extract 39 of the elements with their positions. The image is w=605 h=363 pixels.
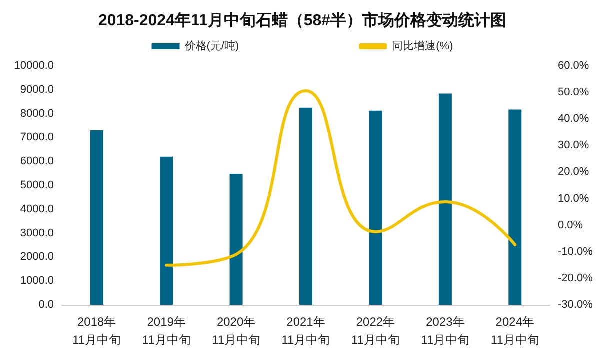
x-tick-label: 2023年 11月中旬	[421, 315, 470, 347]
y2-tick-label: 30.0%	[558, 140, 590, 152]
bar	[160, 156, 174, 305]
y-tick-label: 7000.0	[20, 132, 54, 144]
y2-tick-label: 10.0%	[558, 192, 590, 205]
bar	[508, 110, 522, 305]
bar	[230, 174, 243, 305]
y2-tick-label: -20.0%	[558, 272, 594, 284]
x-tick-label: 2019年 11月中旬	[142, 315, 191, 347]
y-tick-label: 0.0	[38, 299, 54, 311]
y-tick-label: 10000.0	[14, 60, 54, 72]
y-tick-label: 1000.0	[20, 275, 54, 288]
y-tick-label: 4000.0	[20, 203, 54, 216]
x-tick-label: 2018年 11月中旬	[72, 315, 122, 347]
x-tick-label: 2021年 11月中旬	[282, 315, 330, 347]
y-tick-label: 5000.0	[20, 180, 54, 192]
legend-label: 同比增速(%)	[392, 40, 454, 52]
bar	[369, 110, 382, 305]
y-tick-label: 3000.0	[20, 227, 54, 240]
y2-tick-label: 40.0%	[558, 113, 590, 126]
y-tick-label: 2000.0	[20, 251, 54, 264]
line-series	[165, 89, 517, 267]
x-tick-label: 2022年 11月中旬	[351, 315, 400, 347]
y2-tick-label: -30.0%	[558, 299, 594, 311]
y2-tick-label: 50.0%	[558, 86, 590, 99]
bar	[90, 130, 104, 305]
chart-title: 2018-2024年11月中旬石蜡（58#半）市场价格变动统计图	[98, 12, 507, 30]
y2-tick-label: -10.0%	[558, 246, 594, 258]
x-tick-label: 2020年 11月中旬	[212, 315, 261, 347]
y-tick-label: 6000.0	[20, 156, 54, 168]
bar	[300, 108, 312, 305]
y2-tick-label: 0.0%	[558, 219, 584, 232]
x-tick-label: 2024年 11月中旬	[490, 315, 540, 347]
y2-tick-label: 20.0%	[558, 166, 590, 178]
y-tick-label: 8000.0	[20, 108, 54, 120]
bar	[438, 94, 452, 305]
y-tick-label: 9000.0	[20, 84, 54, 96]
legend-label: 价格(元/吨)	[184, 40, 240, 52]
y2-tick-label: 60.0%	[558, 60, 590, 72]
